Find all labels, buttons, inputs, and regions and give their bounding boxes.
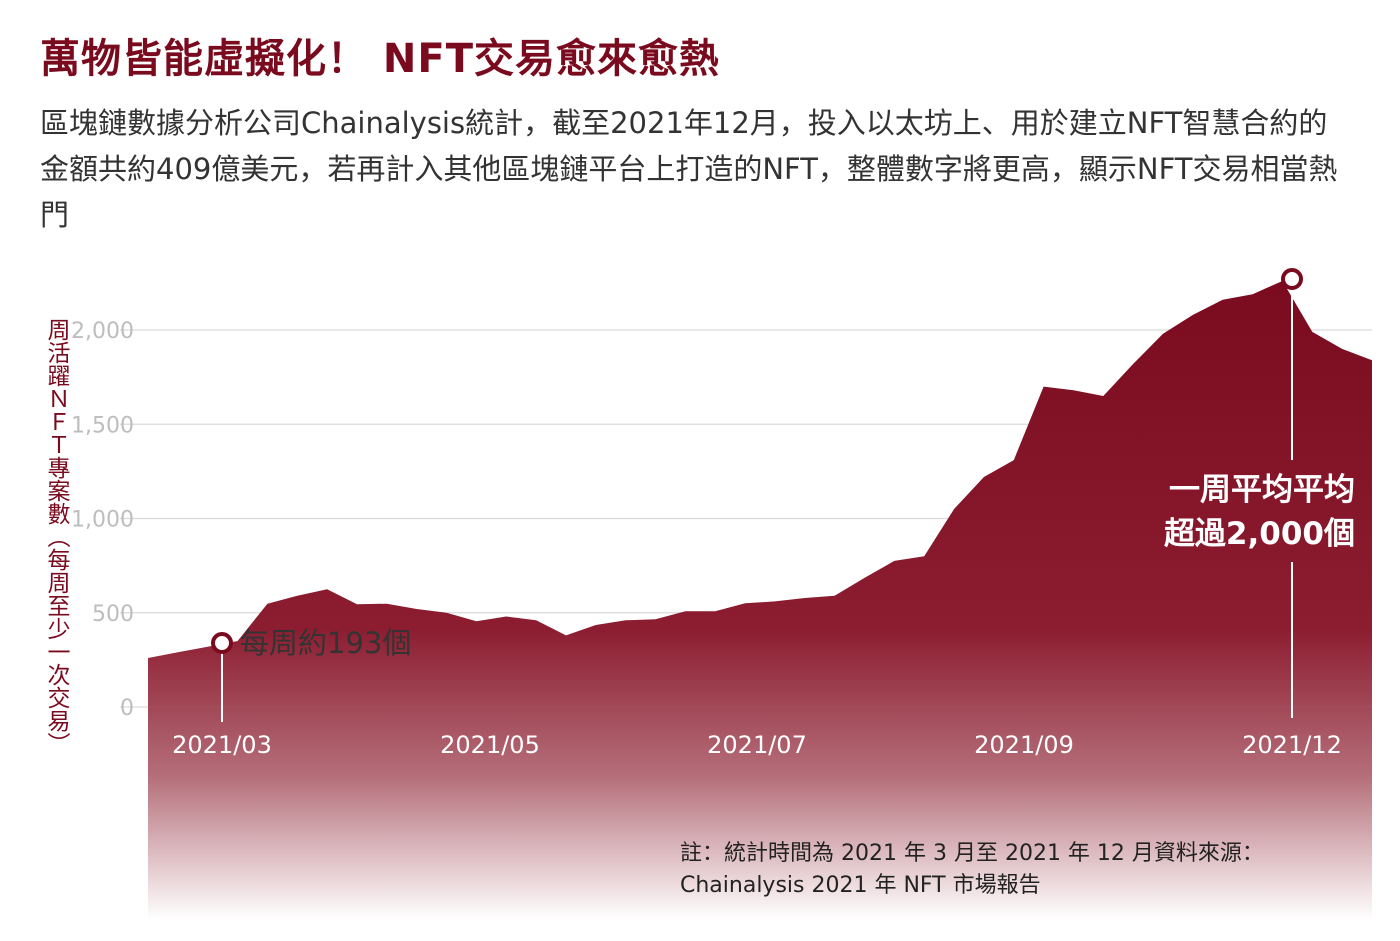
annotation-marker [1281, 268, 1303, 290]
footnote-line-2: Chainalysis 2021 年 NFT 市場報告 [680, 873, 1041, 898]
x-tick-label: 2021/12 [1242, 731, 1342, 759]
annotation-marker [211, 632, 233, 655]
annotation-text: 一周平均平均 [1169, 472, 1355, 508]
y-tick-label: 2,000 [71, 319, 134, 344]
annotation-text: 超過2,000個 [1164, 516, 1355, 552]
x-tick-label: 2021/07 [707, 731, 807, 759]
y-tick-label: 1,000 [71, 508, 134, 533]
chart-subtitle: 區塊鏈數據分析公司Chainalysis統計，截至2021年12月，投入以太坊上… [40, 106, 1338, 232]
chart-title: 萬物皆能虛擬化！ NFT交易愈來愈熱 [40, 36, 721, 82]
x-tick-label: 2021/09 [974, 731, 1074, 759]
footnote-line-1: 註：統計時間為 2021 年 3 月至 2021 年 12 月資料來源： [680, 841, 1264, 866]
series-area [148, 281, 1372, 920]
footnote: 註：統計時間為 2021 年 3 月至 2021 年 12 月資料來源： Cha… [680, 838, 1380, 902]
y-tick-label: 0 [120, 696, 134, 721]
x-tick-label: 2021/03 [172, 731, 272, 759]
y-tick-label: 1,500 [71, 413, 134, 438]
x-tick-label: 2021/05 [440, 731, 540, 759]
annotation-text: 每周約193個 [240, 626, 411, 660]
y-axis-label: 周活躍ＮＦＴ專案數（每周至少一次交易） [43, 318, 69, 755]
y-tick-label: 500 [92, 602, 134, 627]
